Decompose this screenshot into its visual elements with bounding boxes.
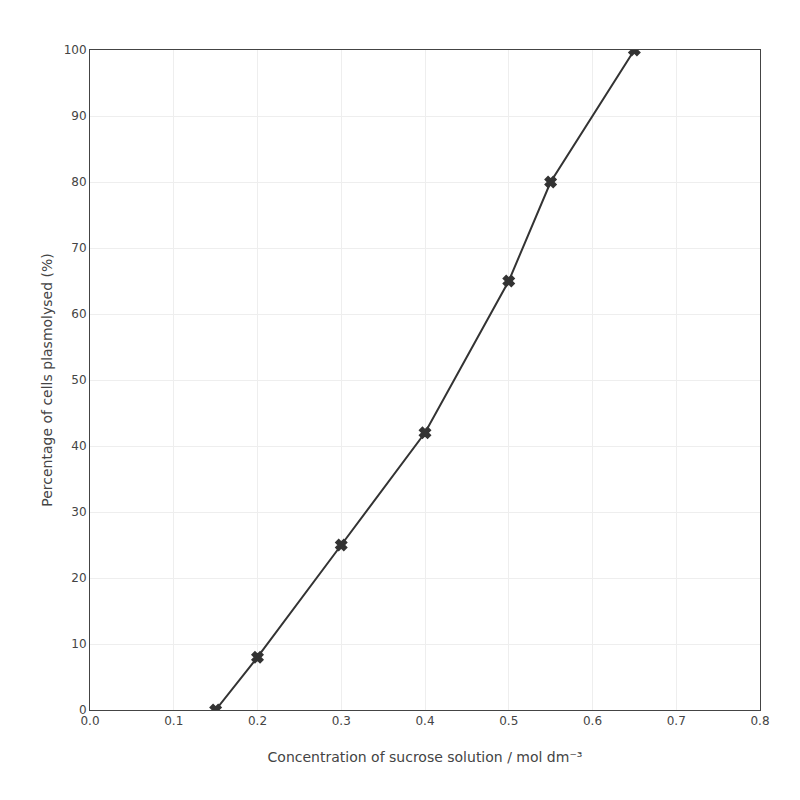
svg-text:0: 0 — [79, 703, 87, 717]
svg-text:0.1: 0.1 — [164, 714, 183, 728]
svg-text:0.0: 0.0 — [80, 714, 99, 728]
svg-text:40: 40 — [71, 439, 86, 453]
svg-text:0.7: 0.7 — [667, 714, 686, 728]
svg-text:0.8: 0.8 — [750, 714, 769, 728]
svg-text:Concentration of sucrose solut: Concentration of sucrose solution / mol … — [268, 749, 583, 765]
svg-text:Percentage of cells plasmolyse: Percentage of cells plasmolysed (%) — [39, 253, 55, 506]
svg-text:90: 90 — [71, 109, 86, 123]
svg-text:0.5: 0.5 — [499, 714, 518, 728]
svg-text:30: 30 — [71, 505, 86, 519]
svg-text:70: 70 — [71, 241, 86, 255]
svg-text:0.4: 0.4 — [415, 714, 434, 728]
svg-text:0.2: 0.2 — [248, 714, 267, 728]
svg-text:60: 60 — [71, 307, 86, 321]
svg-text:80: 80 — [71, 175, 86, 189]
svg-text:50: 50 — [71, 373, 86, 387]
svg-text:20: 20 — [71, 571, 86, 585]
svg-text:0.3: 0.3 — [332, 714, 351, 728]
svg-text:10: 10 — [71, 637, 86, 651]
svg-text:0.6: 0.6 — [583, 714, 602, 728]
svg-text:100: 100 — [64, 43, 87, 57]
